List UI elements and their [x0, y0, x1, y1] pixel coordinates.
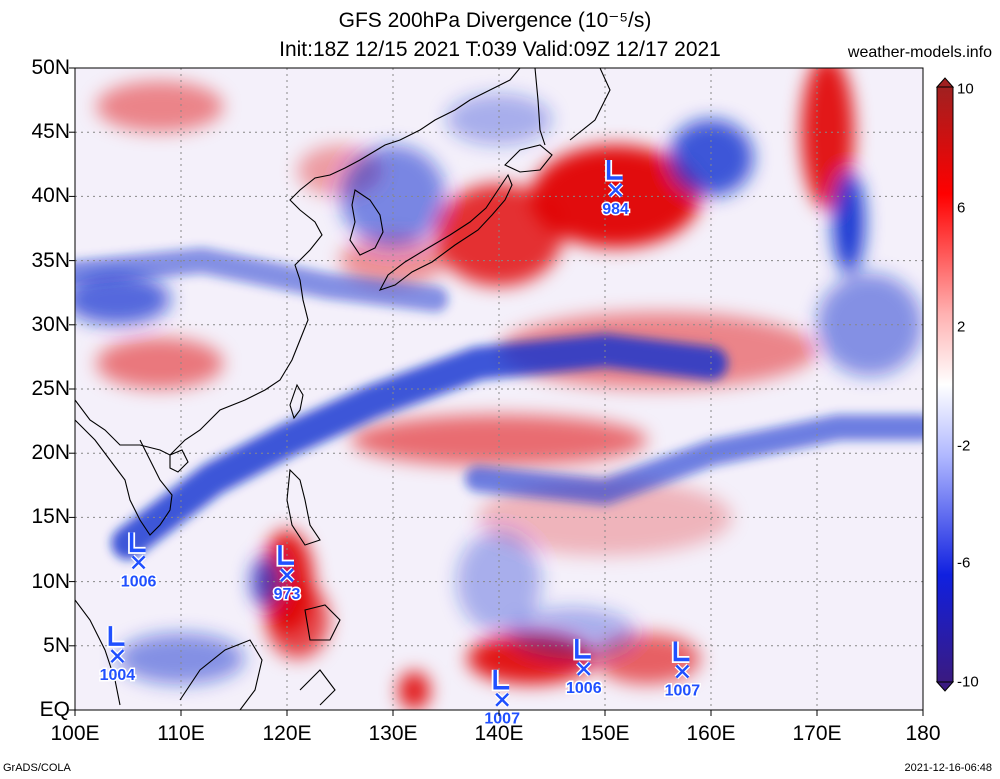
- low-marker: 1004: [98, 626, 137, 686]
- colorbar-bottom-arrow: [935, 681, 955, 692]
- low-center-icon: [280, 568, 294, 583]
- footer-right: 2021-12-16-06:48: [904, 762, 992, 774]
- lat-label: 15N: [31, 505, 70, 529]
- lon-label: 180: [905, 722, 941, 745]
- low-center-icon: [576, 662, 591, 676]
- chart-subtitle: Init:18Z 12/15 2021 T:039 Valid:09Z 12/1…: [279, 38, 721, 61]
- convergence-area: [817, 273, 923, 377]
- low-letter-icon: [493, 669, 510, 690]
- coastline-mindanao: [304, 604, 341, 641]
- lat-label: 10N: [31, 569, 70, 593]
- lat-label: 20N: [31, 441, 70, 465]
- lon-label: 140E: [474, 722, 524, 745]
- low-letter-icon: [575, 638, 591, 659]
- colorbar-label: 6: [957, 199, 966, 217]
- lon-label: 160E: [686, 722, 736, 745]
- coastline-sakhalin: [534, 68, 546, 146]
- low-pressure-markers: 984 1006 973 1004 1007 1006 1007: [98, 159, 702, 729]
- low-marker: 984: [601, 159, 631, 219]
- colorbar-label: -2: [957, 437, 971, 455]
- low-marker: 1006: [565, 638, 603, 698]
- lat-label: 50N: [31, 56, 70, 79]
- coastline-malay: [75, 599, 121, 706]
- coastline-japan-honshu: [378, 173, 513, 291]
- low-marker: 1007: [663, 641, 702, 701]
- low-letter-icon: [108, 626, 125, 646]
- low-letter-icon: [129, 532, 146, 553]
- lon-label: 110E: [157, 722, 205, 745]
- lon-label: 130E: [368, 722, 418, 745]
- low-pressure-value: 973: [274, 586, 301, 603]
- convergence-area: [832, 170, 865, 274]
- low-pressure-value: 1006: [121, 573, 157, 590]
- colorbar-label: -10: [957, 673, 979, 691]
- convergence-area: [117, 632, 245, 685]
- low-center-icon: [495, 692, 510, 707]
- convergence-area: [446, 93, 552, 146]
- low-center-icon: [131, 555, 146, 570]
- convergence-area: [249, 555, 282, 608]
- lat-label: 40N: [31, 184, 70, 208]
- convergence-band: [75, 247, 449, 312]
- low-pressure-value: 984: [602, 201, 629, 218]
- convergence-area: [75, 273, 171, 325]
- footer-left: GrADS/COLA: [3, 762, 71, 774]
- lat-label: EQ: [39, 698, 70, 721]
- low-center-icon: [608, 183, 623, 197]
- low-pressure-value: 1007: [484, 711, 520, 728]
- divergence-area: [96, 337, 224, 389]
- low-center-icon: [110, 649, 125, 663]
- coastline-luzon: [286, 468, 321, 546]
- coastline-china: [75, 68, 521, 456]
- coastline-kamchatka: [569, 68, 611, 141]
- lon-label: 120E: [262, 722, 312, 745]
- colorbar-top-arrow: [935, 77, 955, 88]
- low-marker: 1007: [483, 669, 522, 729]
- low-marker: 973: [272, 545, 302, 605]
- low-letter-icon: [278, 545, 294, 565]
- axis-ticks: [69, 67, 924, 716]
- lat-label: 35N: [31, 248, 70, 272]
- low-pressure-value: 1004: [100, 667, 136, 684]
- colorbar-label: -6: [957, 554, 971, 572]
- coastline-indochina: [75, 419, 173, 536]
- coastline-taiwan: [289, 383, 304, 420]
- convergence-area: [668, 119, 754, 197]
- divergence-area: [398, 671, 431, 710]
- grid-lines: [75, 68, 923, 710]
- lat-label: 25N: [31, 377, 70, 400]
- lat-label: 45N: [31, 120, 70, 144]
- colorbar-label: 2: [957, 318, 966, 336]
- convergence-area: [456, 530, 542, 633]
- site-label: weather-models.info: [847, 44, 992, 61]
- divergence-area: [801, 68, 855, 210]
- divergence-area: [265, 581, 330, 659]
- lon-label: 100E: [50, 722, 100, 745]
- low-center-icon: [675, 664, 690, 679]
- lat-label: 30N: [31, 312, 70, 336]
- lon-label: 170E: [792, 722, 842, 745]
- divergence-area: [96, 80, 224, 133]
- divergence-area: [435, 183, 563, 287]
- lon-label: 150E: [580, 722, 630, 745]
- coastline-japan-hokkaido: [504, 144, 553, 173]
- low-letter-icon: [606, 159, 623, 180]
- lat-label: 5N: [43, 633, 70, 657]
- coastline-borneo: [179, 639, 263, 710]
- colorbar: [936, 86, 954, 683]
- low-letter-icon: [673, 641, 690, 662]
- coastline-sulawesi: [299, 669, 336, 706]
- coastlines: [75, 68, 611, 710]
- coastline-hainan: [169, 449, 189, 473]
- coastline-korea: [349, 189, 384, 256]
- colorbar-label: 10: [957, 80, 974, 98]
- low-pressure-value: 1006: [566, 680, 602, 697]
- low-pressure-value: 1007: [665, 682, 701, 699]
- low-marker: 1006: [119, 532, 158, 592]
- chart-title: GFS 200hPa Divergence (10⁻⁵/s): [338, 9, 652, 32]
